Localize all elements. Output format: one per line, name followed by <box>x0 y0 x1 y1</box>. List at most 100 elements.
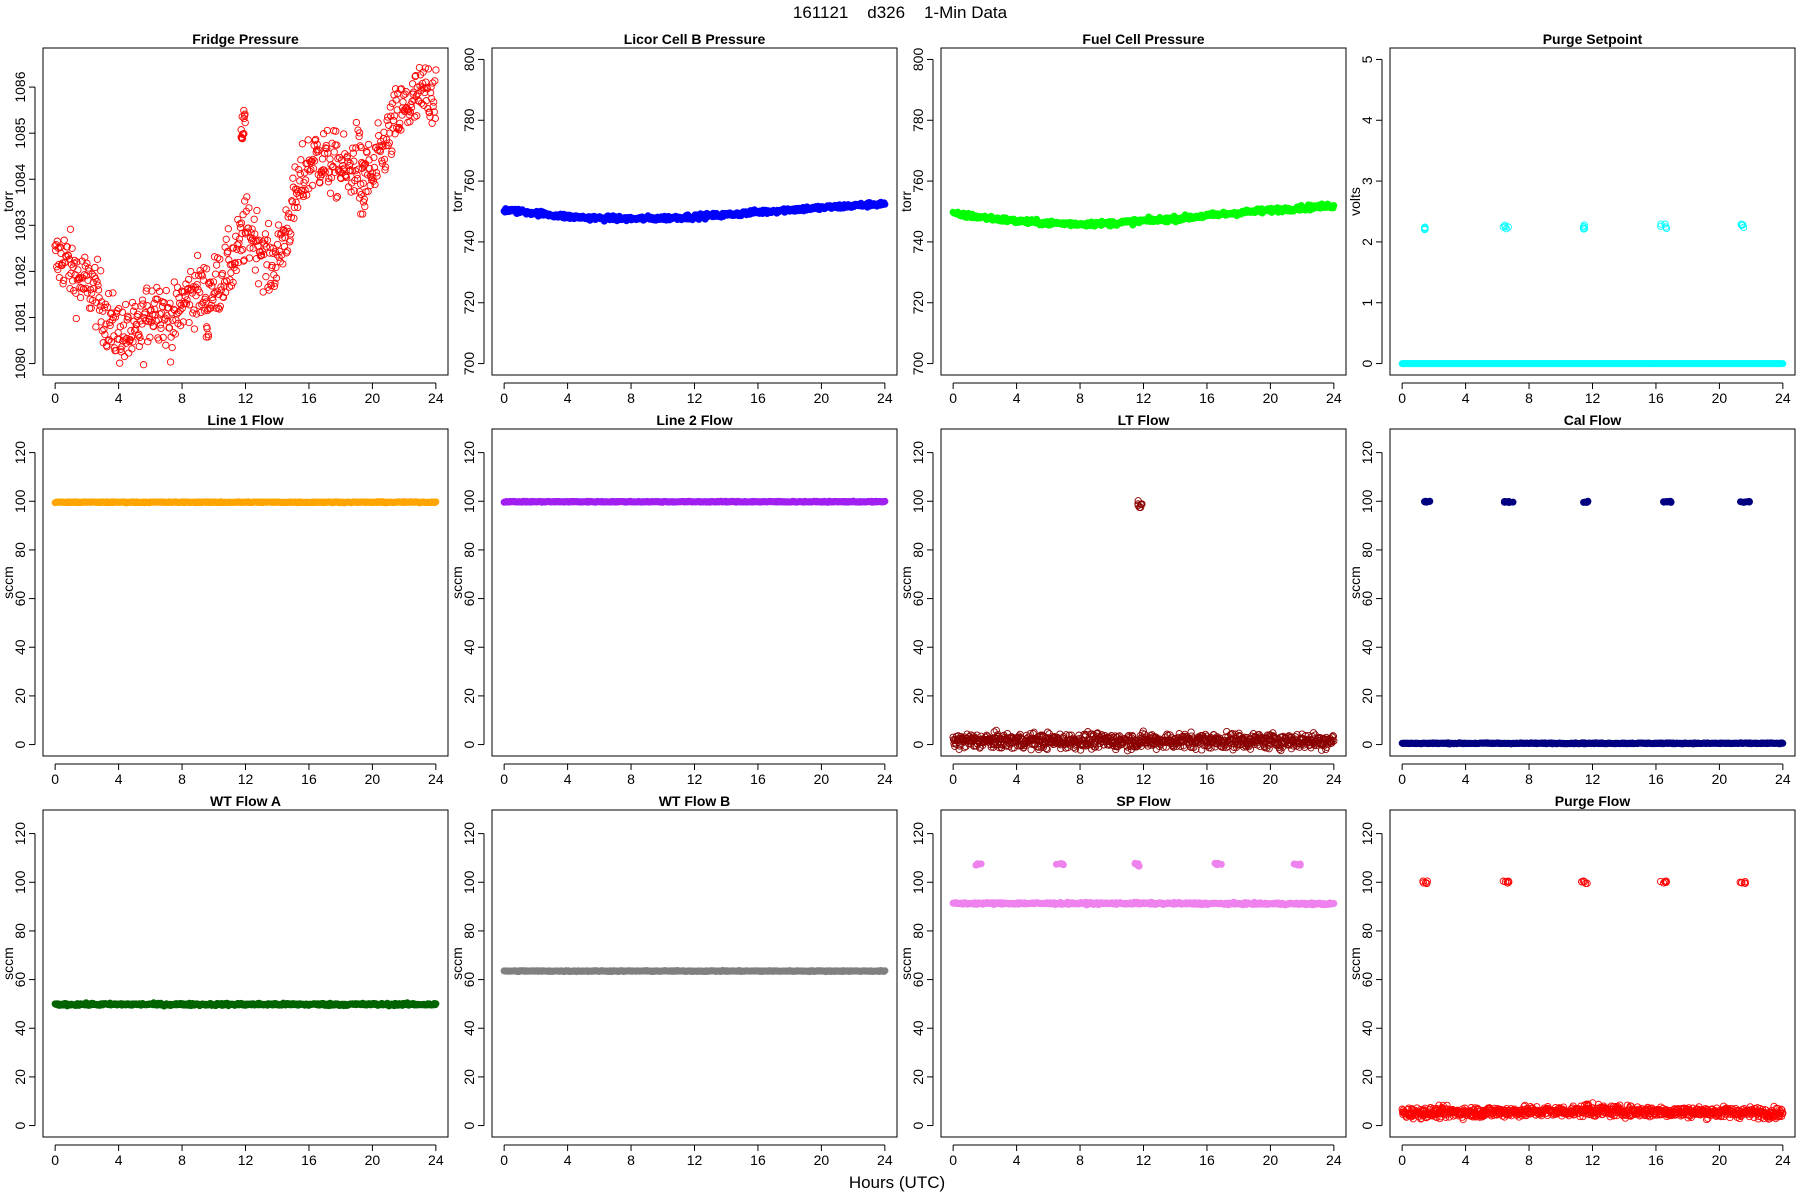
data-point <box>289 183 298 191</box>
data-point <box>245 204 253 212</box>
data-point <box>330 148 338 156</box>
data-point <box>72 289 80 297</box>
plot-frame <box>42 428 449 757</box>
figure-x-axis-label: Hours (UTC) <box>849 1173 945 1192</box>
data-point <box>359 198 368 206</box>
data-point <box>254 280 263 288</box>
data-point <box>287 230 295 238</box>
y-tick-label: 40 <box>461 639 477 655</box>
x-tick-label: 12 <box>1136 390 1152 406</box>
x-tick-label: 4 <box>1462 390 1470 406</box>
data-point <box>120 352 129 361</box>
data-point <box>332 194 340 202</box>
data-point <box>371 180 379 189</box>
data-point <box>350 187 358 195</box>
data-point <box>283 247 292 255</box>
data-point <box>353 174 362 183</box>
data-point <box>313 146 321 154</box>
data-point <box>211 288 219 297</box>
data-point <box>431 114 439 123</box>
y-tick-label: 700 <box>910 352 926 376</box>
data-point <box>360 161 369 169</box>
data-point <box>381 166 389 174</box>
x-axis: 0 4 8 12 16 20 24 <box>1398 763 1791 787</box>
data-point <box>409 88 418 96</box>
data-point <box>118 343 126 351</box>
data-point <box>93 255 102 263</box>
data-point <box>341 150 349 158</box>
x-tick-label: 24 <box>1775 771 1791 787</box>
data-point <box>208 282 216 290</box>
points-fuel-cell-pressure <box>949 200 1338 230</box>
data-point <box>147 318 156 326</box>
y-tick-label: 740 <box>461 230 477 254</box>
y-tick-label: 780 <box>910 108 926 132</box>
data-point <box>155 287 164 296</box>
data-point <box>148 310 157 319</box>
data-point <box>146 333 154 341</box>
y-tick-label: 0 <box>12 740 28 748</box>
data-point <box>157 324 165 333</box>
data-point <box>418 79 427 88</box>
data-point <box>76 293 85 302</box>
data-point <box>308 157 316 165</box>
data-point <box>297 156 305 164</box>
points-line-2-flow <box>500 497 889 506</box>
data-point <box>232 266 240 275</box>
x-tick-label: 8 <box>627 771 635 787</box>
data-point <box>98 327 106 335</box>
x-axis: 0 4 8 12 16 20 24 <box>500 382 893 406</box>
data-point <box>247 229 255 237</box>
data-point <box>100 325 108 333</box>
data-point <box>185 318 193 327</box>
data-point <box>53 237 61 245</box>
data-point <box>201 293 210 302</box>
panel-title: Licor Cell B Pressure <box>624 31 766 47</box>
x-tick-label: 8 <box>178 771 186 787</box>
data-point <box>209 278 218 286</box>
data-point <box>304 136 312 144</box>
x-tick-label: 4 <box>115 771 123 787</box>
data-point <box>427 83 435 91</box>
data-point <box>421 88 429 97</box>
data-point <box>412 72 420 80</box>
data-point <box>92 323 100 331</box>
data-point <box>431 77 439 85</box>
data-point <box>343 152 352 160</box>
data-point <box>99 307 107 315</box>
data-point <box>278 251 286 259</box>
data-point <box>392 96 400 104</box>
data-point <box>147 306 155 314</box>
data-point <box>128 345 136 353</box>
data-point <box>429 102 437 111</box>
x-tick-label: 4 <box>564 771 572 787</box>
x-tick-label: 0 <box>51 771 59 787</box>
data-point <box>131 325 140 333</box>
data-point <box>388 147 396 155</box>
data-point <box>229 278 237 287</box>
data-point <box>251 266 259 274</box>
data-point <box>361 202 369 211</box>
data-point <box>249 244 257 252</box>
data-point <box>118 308 127 316</box>
data-point <box>236 220 244 228</box>
data-point <box>308 181 317 190</box>
y-tick-label: 1 <box>1359 299 1375 307</box>
data-point <box>206 278 214 286</box>
y-axis-label: torr <box>0 191 16 212</box>
data-point <box>250 215 258 223</box>
data-point <box>184 275 193 284</box>
data-point <box>104 337 112 345</box>
y-tick-label: 800 <box>461 48 477 72</box>
data-point <box>170 278 178 286</box>
data-point <box>304 165 312 174</box>
data-point <box>172 316 180 324</box>
data-point <box>173 283 182 291</box>
data-point <box>410 96 418 104</box>
x-tick-label: 24 <box>428 771 444 787</box>
panel-title: LT Flow <box>1118 412 1170 428</box>
data-point <box>391 85 400 93</box>
